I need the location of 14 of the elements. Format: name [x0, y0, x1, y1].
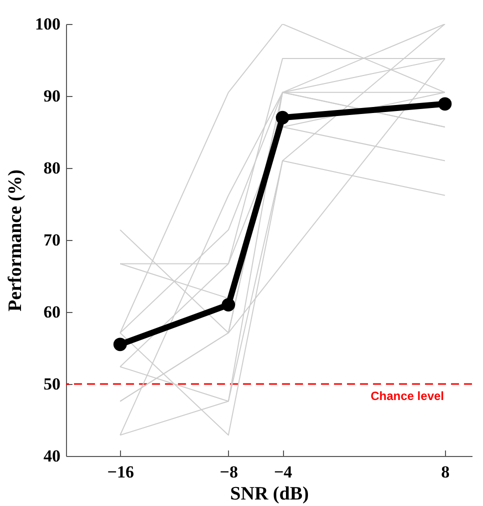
x-axis-title: SNR (dB) [230, 484, 309, 504]
y-tick-label: 70 [44, 230, 60, 250]
y-tick-label: 80 [44, 158, 60, 178]
x-tick-label: −8 [220, 462, 238, 482]
y-tick-label: 60 [44, 302, 60, 322]
y-tick-label: 90 [44, 86, 60, 106]
y-tick-label: 100 [35, 14, 60, 34]
y-tick-label: 50 [44, 374, 60, 394]
y-axis-title: Performance (%) [5, 170, 26, 312]
x-tick-label: 8 [441, 462, 450, 482]
y-tick-label: 40 [44, 446, 60, 466]
ref-line-label: Chance level [370, 389, 444, 403]
x-tick-label: −16 [107, 462, 134, 482]
x-tick-label: −4 [274, 462, 293, 482]
